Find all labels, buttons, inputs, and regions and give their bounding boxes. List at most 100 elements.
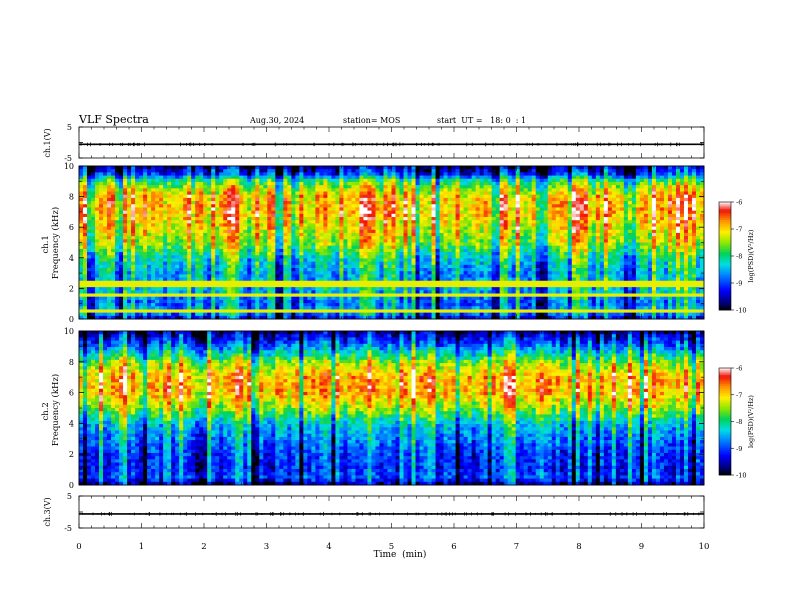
ch1-spectrogram-cell: [99, 274, 104, 278]
ch1-spectrogram-cell: [387, 280, 392, 285]
ch1-spectrogram-cell: [231, 271, 236, 275]
ch1-spectrogram-cell: [239, 185, 244, 189]
ch1-spectrogram-cell: [267, 204, 272, 208]
ch1-spectrogram-cell: [315, 194, 320, 199]
ch1-spectrogram-cell: [403, 213, 408, 218]
ch1-spectrogram-cell: [215, 274, 220, 278]
ch1-spectrogram-cell: [427, 287, 432, 291]
ch1-spectrogram-cell: [379, 280, 384, 285]
ch1-spectrogram-cell: [139, 207, 144, 211]
ch1-spectrogram-cell: [119, 280, 124, 285]
ch1-spectrogram-cell: [123, 283, 128, 288]
ch1-spectrogram-cell: [367, 185, 372, 189]
ch1-spectrogram-cell: [155, 185, 160, 189]
ch1-spectrogram-cell: [339, 268, 344, 272]
ch1-spectrogram-cell: [343, 261, 348, 266]
ch1-spectrogram-cell: [235, 178, 240, 183]
ch1-spectrogram-cell: [455, 185, 460, 189]
ch1-spectrogram-cell: [283, 268, 288, 272]
ch1-spectrogram-cell: [411, 201, 416, 205]
ch1-spectrogram-cell: [435, 299, 440, 304]
ch1-spectrogram-cell: [235, 283, 240, 288]
ch1-spectrogram-cell: [379, 309, 384, 313]
ch1-spectrogram-cell: [311, 296, 316, 301]
ch1-spectrogram-cell: [299, 299, 304, 304]
ch1-spectrogram-cell: [143, 293, 148, 298]
ch1-spectrogram-cell: [383, 283, 388, 288]
ch1-spectrogram-cell: [415, 181, 420, 186]
ch1-spectrogram-cell: [359, 287, 364, 291]
ch1-spectrogram-cell: [187, 169, 192, 173]
ch1-spectrogram-cell: [367, 268, 372, 272]
ch1-spectrogram-cell: [187, 229, 192, 234]
ch1-spectrogram-cell: [411, 172, 416, 176]
ch1-spectrogram-cell: [99, 213, 104, 218]
ch1-spectrogram-cell: [323, 280, 328, 285]
ch1-spectrogram-cell: [103, 290, 108, 294]
ch1-spectrogram-cell: [427, 277, 432, 282]
ch1-spectrogram-cell: [455, 213, 460, 218]
ch1-spectrogram-cell: [91, 220, 96, 224]
ch1-spectrogram-cell: [411, 197, 416, 202]
ch1-spectrogram-cell: [299, 296, 304, 301]
ch1-spectrogram-cell: [179, 166, 184, 170]
ch1-spectrogram-cell: [111, 299, 116, 304]
ch1-spectrogram-cell: [383, 172, 388, 176]
ch1-spectrogram-cell: [83, 264, 88, 269]
ch1-spectrogram-cell: [411, 303, 416, 307]
ch1-spectrogram-cell: [419, 223, 424, 227]
ch1-spectrogram-cell: [91, 258, 96, 262]
ch1-spectrogram-cell: [283, 248, 288, 253]
ch1-spectrogram-cell: [171, 169, 176, 173]
ch1-spectrogram-cell: [107, 185, 112, 189]
ch1-spectrogram-cell: [403, 296, 408, 301]
ch1-spectrogram-cell: [275, 277, 280, 282]
ch1-spectrogram-cell: [351, 271, 356, 275]
ch1-spectrogram-cell: [435, 255, 440, 259]
ch1-spectrogram-cell: [295, 296, 300, 301]
ch1-spectrogram-cell: [95, 255, 100, 259]
ch1-spectrogram-cell: [387, 188, 392, 192]
ch1-spectrogram-cell: [423, 252, 428, 256]
ch1-spectrogram-cell: [163, 220, 168, 224]
ch1-spectrogram-cell: [179, 280, 184, 285]
ch1-spectrogram-cell: [387, 274, 392, 278]
ch1-spectrogram-cell: [123, 175, 128, 180]
ch1-spectrogram-cell: [123, 268, 128, 272]
ch1-spectrogram-cell: [387, 277, 392, 282]
ch1-spectrogram-cell: [83, 258, 88, 262]
ch1-spectrogram-cell: [355, 210, 360, 215]
ch1-spectrogram-cell: [459, 296, 464, 301]
ch1-spectrogram-cell: [379, 175, 384, 180]
ch1-spectrogram-cell: [279, 172, 284, 176]
ch1-spectrogram-cell: [263, 204, 268, 208]
ch1-spectrogram-cell: [111, 303, 116, 307]
ch1-spectrogram-cell: [271, 201, 276, 205]
ch1-spectrogram-cell: [443, 229, 448, 234]
ch1-spectrogram-cell: [331, 194, 336, 199]
ch1-spectrogram-cell: [475, 264, 480, 269]
ch1-spectrogram-cell: [95, 303, 100, 307]
ch1-spectrogram-cell: [283, 306, 288, 310]
ch1-spectrogram-cell: [447, 268, 452, 272]
ch1-spectrogram-cell: [203, 197, 208, 202]
ch1-spectrogram-cell: [435, 258, 440, 262]
ch1-spectrogram-cell: [247, 299, 252, 304]
ch1-spectrogram-cell: [211, 239, 216, 243]
ch1-spectrogram-cell: [463, 197, 468, 202]
ch1-spectrogram-cell: [187, 188, 192, 192]
ch1-spectrogram-cell: [451, 194, 456, 199]
ch1-spectrogram-cell: [115, 188, 120, 192]
ch1-spectrogram-cell: [151, 172, 156, 176]
ch1-spectrogram-cell: [103, 280, 108, 285]
ch1-spectrogram-cell: [391, 315, 396, 320]
ch1-spectrogram-cell: [343, 194, 348, 199]
ch1-spectrogram-cell: [279, 280, 284, 285]
ch1-spectrogram-cell: [111, 248, 116, 253]
ch1-spectrogram-cell: [347, 232, 352, 237]
ch1-spectrogram-cell: [319, 271, 324, 275]
ch1-spectrogram-cell: [87, 271, 92, 275]
ch1-spectrogram-cell: [387, 217, 392, 221]
ch1-spectrogram-cell: [471, 201, 476, 205]
ch1-spectrogram-cell: [163, 248, 168, 253]
